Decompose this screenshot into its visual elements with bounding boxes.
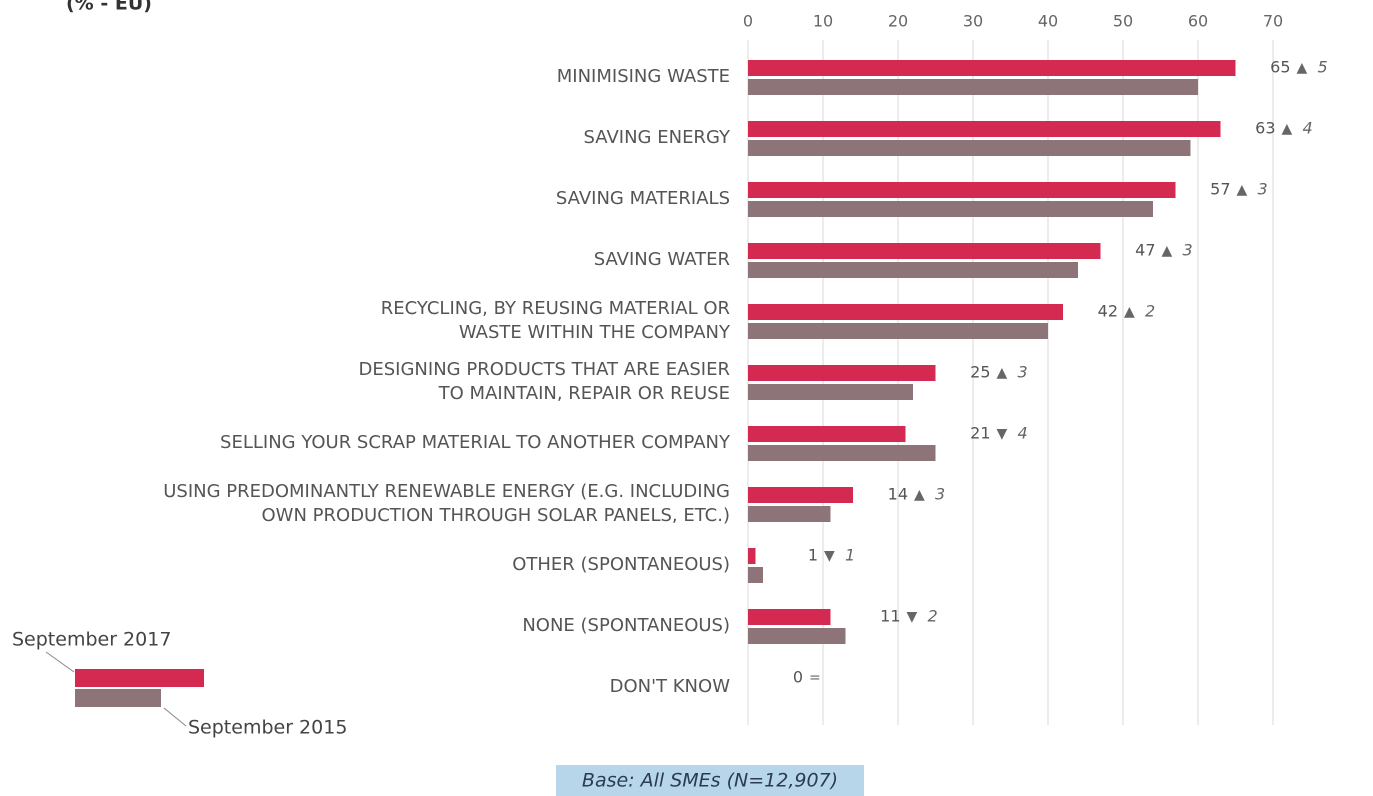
category-label: USING PREDOMINANTLY RENEWABLE ENERGY (E.… bbox=[163, 481, 730, 526]
x-tick-label: 40 bbox=[1038, 12, 1058, 31]
bar bbox=[748, 628, 846, 644]
data-label: 42 bbox=[1098, 302, 1118, 321]
bar bbox=[748, 60, 1236, 76]
change-symbol: ▲ bbox=[1282, 121, 1293, 137]
bar bbox=[748, 384, 913, 400]
category-label: SELLING YOUR SCRAP MATERIAL TO ANOTHER C… bbox=[220, 432, 731, 453]
data-label: 25 bbox=[970, 363, 990, 382]
change-symbol: ▼ bbox=[997, 426, 1008, 442]
bar bbox=[748, 140, 1191, 156]
data-label: 11 bbox=[880, 607, 900, 626]
x-tick-label: 20 bbox=[888, 12, 908, 31]
bar bbox=[748, 243, 1101, 259]
change-label: 1 bbox=[845, 546, 855, 565]
x-tick-label: 60 bbox=[1188, 12, 1208, 31]
bar bbox=[748, 548, 756, 564]
data-label: 0 bbox=[793, 668, 803, 687]
data-label: 63 bbox=[1255, 119, 1275, 138]
category-label: SAVING WATER bbox=[594, 249, 730, 270]
legend-label: September 2017 bbox=[12, 629, 171, 651]
bar bbox=[748, 304, 1063, 320]
data-label: 47 bbox=[1135, 241, 1155, 260]
bar bbox=[748, 365, 936, 381]
bar bbox=[748, 79, 1198, 95]
change-label: 3 bbox=[1183, 241, 1193, 260]
chart-subtitle: (% - EU) bbox=[66, 0, 152, 15]
category-label: DESIGNING PRODUCTS THAT ARE EASIER TO MAI… bbox=[359, 359, 730, 404]
bar bbox=[748, 201, 1153, 217]
bar bbox=[748, 487, 853, 503]
data-label: 14 bbox=[888, 485, 908, 504]
x-tick-label: 70 bbox=[1263, 12, 1283, 31]
change-symbol: ▲ bbox=[1297, 60, 1308, 76]
change-symbol: ▲ bbox=[1237, 182, 1248, 198]
category-label: NONE (SPONTANEOUS) bbox=[522, 615, 730, 636]
change-symbol: ▲ bbox=[997, 365, 1008, 381]
category-label: SAVING ENERGY bbox=[584, 127, 731, 148]
change-label: 2 bbox=[1145, 302, 1155, 321]
change-label: 4 bbox=[1018, 424, 1028, 443]
bar bbox=[748, 506, 831, 522]
change-symbol: ▲ bbox=[1124, 304, 1135, 320]
change-symbol: ▲ bbox=[1162, 243, 1173, 259]
footnote-highlight bbox=[556, 765, 864, 796]
legend-label: September 2015 bbox=[188, 717, 347, 739]
change-label: 3 bbox=[935, 485, 945, 504]
bar bbox=[748, 182, 1176, 198]
data-label: 1 bbox=[808, 546, 818, 565]
legend-swatch bbox=[75, 689, 161, 707]
category-label: OTHER (SPONTANEOUS) bbox=[512, 554, 730, 575]
x-tick-label: 30 bbox=[963, 12, 983, 31]
footnote: Base: All SMEs (N=12,907) bbox=[582, 770, 838, 792]
bar bbox=[748, 567, 763, 583]
data-label: 21 bbox=[970, 424, 990, 443]
change-label: 3 bbox=[1258, 180, 1268, 199]
bar bbox=[748, 121, 1221, 137]
change-label: 2 bbox=[928, 607, 938, 626]
bar bbox=[748, 262, 1078, 278]
legend-leader bbox=[163, 707, 187, 727]
bar bbox=[748, 323, 1048, 339]
change-label: 4 bbox=[1303, 119, 1313, 138]
category-label: MINIMISING WASTE bbox=[557, 66, 730, 87]
x-tick-label: 50 bbox=[1113, 12, 1133, 31]
x-tick-label: 0 bbox=[743, 12, 753, 31]
bar bbox=[748, 445, 936, 461]
change-label: 3 bbox=[1018, 363, 1028, 382]
data-label: 65 bbox=[1270, 58, 1290, 77]
bar bbox=[748, 609, 831, 625]
category-label: DON'T KNOW bbox=[610, 676, 731, 697]
change-symbol: ▼ bbox=[824, 548, 835, 564]
change-symbol: = bbox=[809, 670, 821, 686]
change-label: 5 bbox=[1318, 58, 1328, 77]
change-symbol: ▼ bbox=[907, 609, 918, 625]
bar bbox=[748, 426, 906, 442]
category-label: SAVING MATERIALS bbox=[556, 188, 730, 209]
data-label: 57 bbox=[1210, 180, 1230, 199]
change-symbol: ▲ bbox=[914, 487, 925, 503]
x-tick-label: 10 bbox=[813, 12, 833, 31]
legend-swatch bbox=[75, 669, 204, 687]
legend-leader bbox=[45, 651, 75, 673]
category-label: RECYCLING, BY REUSING MATERIAL OR WASTE W… bbox=[381, 298, 731, 343]
